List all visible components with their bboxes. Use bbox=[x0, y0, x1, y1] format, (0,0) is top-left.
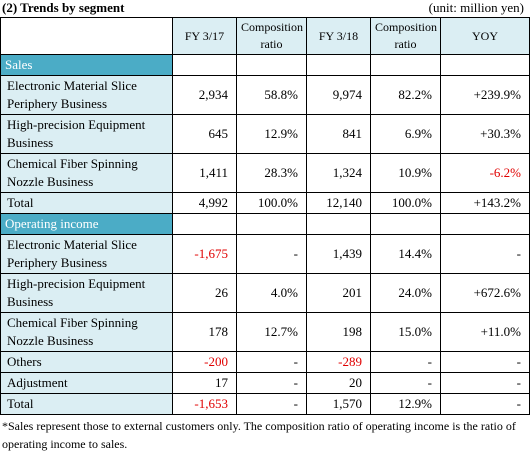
cell-value: 12.9% bbox=[236, 114, 307, 154]
cell-value: 178 bbox=[172, 312, 237, 352]
row-label: Chemical Fiber Spinning Nozzle Business bbox=[0, 153, 173, 193]
cell-value: -200 bbox=[172, 351, 237, 373]
cell-value: - bbox=[236, 393, 307, 415]
data-row: High-precision Equipment Business 645 12.9… bbox=[0, 114, 530, 154]
data-row: Adjustment 17-20- - bbox=[0, 372, 530, 394]
cell-value: 15.0% bbox=[370, 312, 441, 352]
section-title: Operating income bbox=[0, 213, 173, 235]
data-row: Electronic Material Slice Periphery Busi… bbox=[0, 75, 530, 115]
cell-value: 58.8% bbox=[236, 75, 307, 115]
empty-cell bbox=[440, 213, 530, 235]
row-label: Electronic Material Slice Periphery Busi… bbox=[0, 75, 173, 115]
cell-value: 9,974 bbox=[306, 75, 371, 115]
row-label: High-precision Equipment Business bbox=[0, 114, 173, 154]
cell-value: 12.9% bbox=[370, 393, 441, 415]
row-label: Electronic Material Slice Periphery Busi… bbox=[0, 234, 173, 274]
cell-value: 82.2% bbox=[370, 75, 441, 115]
cell-value: -1,675 bbox=[172, 234, 237, 274]
cell-value: +239.9% bbox=[440, 75, 530, 115]
cell-value: - bbox=[236, 372, 307, 394]
data-row: Total -1,653-1,570 12.9% - bbox=[0, 393, 530, 415]
column-header: YOY bbox=[440, 17, 530, 55]
section-title: Sales bbox=[0, 54, 173, 76]
cell-value: 12.7% bbox=[236, 312, 307, 352]
data-row: Chemical Fiber Spinning Nozzle Business 1… bbox=[0, 153, 530, 193]
cell-value: 26 bbox=[172, 273, 237, 313]
cell-value: 2,934 bbox=[172, 75, 237, 115]
row-label: Total bbox=[0, 192, 173, 214]
cell-value: 1,439 bbox=[306, 234, 371, 274]
cell-value: - bbox=[236, 234, 307, 274]
cell-value: 24.0% bbox=[370, 273, 441, 313]
row-label: Chemical Fiber Spinning Nozzle Business bbox=[0, 312, 173, 352]
data-row: Others -200- -289- - bbox=[0, 351, 530, 373]
row-label: Others bbox=[0, 351, 173, 373]
cell-value: 1,411 bbox=[172, 153, 237, 193]
cell-value: +672.6% bbox=[440, 273, 530, 313]
cell-value: 198 bbox=[306, 312, 371, 352]
cell-value: -1,653 bbox=[172, 393, 237, 415]
column-header: FY 3/17 bbox=[172, 17, 237, 55]
cell-value: 201 bbox=[306, 273, 371, 313]
column-header: FY 3/18 bbox=[306, 17, 371, 55]
cell-value: - bbox=[370, 372, 441, 394]
cell-value: 17 bbox=[172, 372, 237, 394]
data-row: Electronic Material Slice Periphery Busi… bbox=[0, 234, 530, 274]
cell-value: 1,570 bbox=[306, 393, 371, 415]
empty-cell bbox=[172, 54, 237, 76]
data-row: High-precision Equipment Business 26 4.0% 2… bbox=[0, 273, 530, 313]
cell-value: - bbox=[440, 234, 530, 274]
column-header: Composition ratio bbox=[370, 17, 441, 55]
cell-value: 645 bbox=[172, 114, 237, 154]
header-row: FY 3/17 Composition ratio FY 3/18 Compositi… bbox=[0, 17, 530, 55]
cell-value: - bbox=[440, 351, 530, 373]
cell-value: - bbox=[440, 372, 530, 394]
cell-value: 28.3% bbox=[236, 153, 307, 193]
cell-value: - bbox=[370, 351, 441, 373]
cell-value: 10.9% bbox=[370, 153, 441, 193]
cell-value: 4,992 bbox=[172, 192, 237, 214]
empty-cell bbox=[236, 213, 307, 235]
empty-cell bbox=[306, 54, 371, 76]
cell-value: 4.0% bbox=[236, 273, 307, 313]
cell-value: 12,140 bbox=[306, 192, 371, 214]
cell-value: 100.0% bbox=[236, 192, 307, 214]
title: (2) Trends by segment bbox=[2, 0, 125, 15]
section-row: Sales bbox=[0, 54, 530, 76]
empty-cell bbox=[306, 213, 371, 235]
empty-cell bbox=[370, 54, 441, 76]
row-label: Total bbox=[0, 393, 173, 415]
cell-value: 1,324 bbox=[306, 153, 371, 193]
segment-table: FY 3/17 Composition ratio FY 3/18 Compositi… bbox=[0, 17, 530, 415]
empty-cell bbox=[236, 54, 307, 76]
cell-value: 841 bbox=[306, 114, 371, 154]
row-label: Adjustment bbox=[0, 372, 173, 394]
cell-value: - bbox=[236, 351, 307, 373]
cell-value: - bbox=[440, 393, 530, 415]
empty-cell bbox=[440, 54, 530, 76]
empty-cell bbox=[370, 213, 441, 235]
cell-value: -289 bbox=[306, 351, 371, 373]
column-header: Composition ratio bbox=[236, 17, 307, 55]
cell-value: 20 bbox=[306, 372, 371, 394]
data-row: Total 4,992 100.0% 12,140 100.0% +143.2% bbox=[0, 192, 530, 214]
data-row: Chemical Fiber Spinning Nozzle Business 1… bbox=[0, 312, 530, 352]
footnote: *Sales represent those to external custo… bbox=[2, 419, 516, 451]
cell-value: 6.9% bbox=[370, 114, 441, 154]
cell-value: +30.3% bbox=[440, 114, 530, 154]
row-label: High-precision Equipment Business bbox=[0, 273, 173, 313]
cell-value: -6.2% bbox=[440, 153, 530, 193]
header-cell bbox=[0, 17, 173, 55]
cell-value: +11.0% bbox=[440, 312, 530, 352]
section-row: Operating income bbox=[0, 213, 530, 235]
unit-note: (unit: million yen) bbox=[428, 0, 524, 15]
header: (2) Trends by segment (unit: million yen… bbox=[0, 0, 530, 17]
cell-value: +143.2% bbox=[440, 192, 530, 214]
cell-value: 14.4% bbox=[370, 234, 441, 274]
cell-value: 100.0% bbox=[370, 192, 441, 214]
empty-cell bbox=[172, 213, 237, 235]
